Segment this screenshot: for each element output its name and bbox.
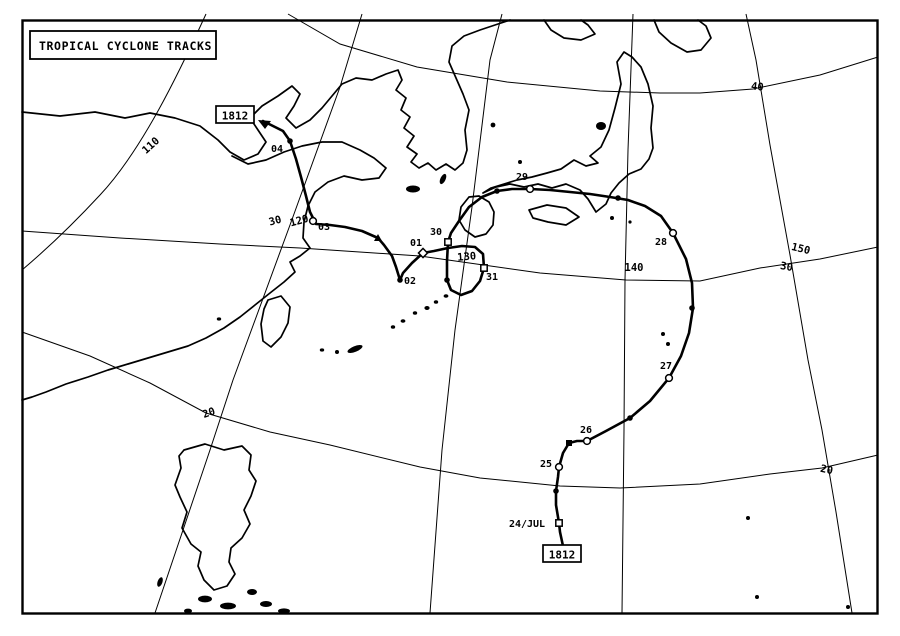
- meridian-140e: [621, 13, 634, 614]
- labels-layer: 24/JUL 25 26 27 28 29 30 31 01 02 03 04 110 120 30 130 1…: [140, 80, 834, 563]
- track-end-arrow-icon: [258, 120, 271, 129]
- graticule-label: 20: [819, 463, 834, 477]
- track-point-marker: [308, 216, 318, 226]
- coast-kyushu: [458, 195, 495, 238]
- track-point-marker: [397, 277, 403, 283]
- page-title: TROPICAL CYCLONE TRACKS: [39, 39, 212, 53]
- track-point-marker: [555, 519, 563, 527]
- track-point-date-label: 02: [404, 276, 416, 287]
- track-point-marker: [615, 195, 621, 201]
- graticule-label: 110: [140, 135, 162, 157]
- parallel-20n: [21, 331, 879, 489]
- graticule-label: 30: [268, 214, 283, 229]
- track-point-marker: [668, 228, 678, 238]
- track-point-date-label: 04: [271, 144, 283, 155]
- coast-luzon: [174, 443, 257, 591]
- title-box: [29, 30, 217, 60]
- storm-id-label: 1812: [215, 105, 255, 124]
- track-point-marker: [480, 264, 488, 272]
- graticule-layer: [21, 13, 879, 614]
- coast-taiwan: [260, 295, 291, 348]
- parallel-30n: [21, 230, 879, 282]
- track-point-marker: [627, 415, 633, 421]
- coast-hokkaido-west: [543, 19, 596, 41]
- track-point-marker: [554, 462, 564, 472]
- track-point-date-label: 28: [655, 237, 667, 248]
- graticule-label: 30: [779, 260, 794, 274]
- track-point-date-label: 03: [318, 222, 330, 233]
- storm-id-box: [215, 105, 255, 124]
- graticule-label: 130: [457, 250, 477, 264]
- graticule-label: 140: [625, 262, 644, 274]
- track-layer: [258, 119, 695, 548]
- islands: [157, 122, 850, 614]
- track-point-date-label: 25: [540, 459, 552, 470]
- meridian-120e: [154, 13, 363, 614]
- track-point-marker: [525, 184, 535, 194]
- parallel-40n: [287, 13, 879, 94]
- track-point-date-label: 24/JUL: [509, 519, 545, 530]
- meridian-130e: [429, 13, 503, 614]
- graticule-label: 40: [750, 80, 764, 93]
- track-point-marker: [566, 440, 572, 446]
- coast-hokkaido-east: [653, 19, 712, 53]
- storm-id-box: [542, 544, 582, 563]
- track-point-marker: [417, 247, 429, 259]
- map-border: [21, 19, 879, 615]
- graticule-label: 150: [790, 241, 811, 257]
- meridian-110e: [21, 13, 207, 271]
- coast-china-north-korea: [21, 19, 511, 171]
- track-point-date-label: 30: [430, 227, 442, 238]
- map-title: TROPICAL CYCLONE TRACKS: [29, 30, 217, 60]
- track-point-date-label: 01: [410, 238, 422, 249]
- storm-id-text: 1812: [549, 549, 576, 562]
- coast-honshu: [482, 51, 654, 213]
- coast-shikoku: [528, 204, 580, 226]
- graticule-label: 120: [289, 213, 310, 230]
- track-point-date-label: 31: [486, 272, 498, 283]
- track-point-marker: [582, 436, 592, 446]
- track-point-marker: [553, 488, 559, 494]
- track-point-marker: [374, 234, 382, 241]
- track-point-date-label: 27: [660, 361, 672, 372]
- track-point-marker: [664, 373, 674, 383]
- track-point-marker: [444, 277, 450, 283]
- coast-china-east: [21, 141, 387, 401]
- track-point-date-label: 29: [516, 172, 528, 183]
- storm-id-text: 1812: [222, 110, 249, 123]
- graticule-label: 20: [201, 405, 217, 421]
- meridian-150e: [745, 13, 853, 614]
- storm-id-label: 1812: [542, 544, 582, 563]
- storm-track-line: [261, 119, 695, 548]
- track-point-marker: [287, 138, 293, 144]
- track-point-marker: [689, 305, 695, 311]
- coastline-layer: [21, 19, 850, 614]
- track-point-marker: [444, 238, 452, 246]
- track-point-marker: [494, 188, 500, 194]
- track-point-date-label: 26: [580, 425, 592, 436]
